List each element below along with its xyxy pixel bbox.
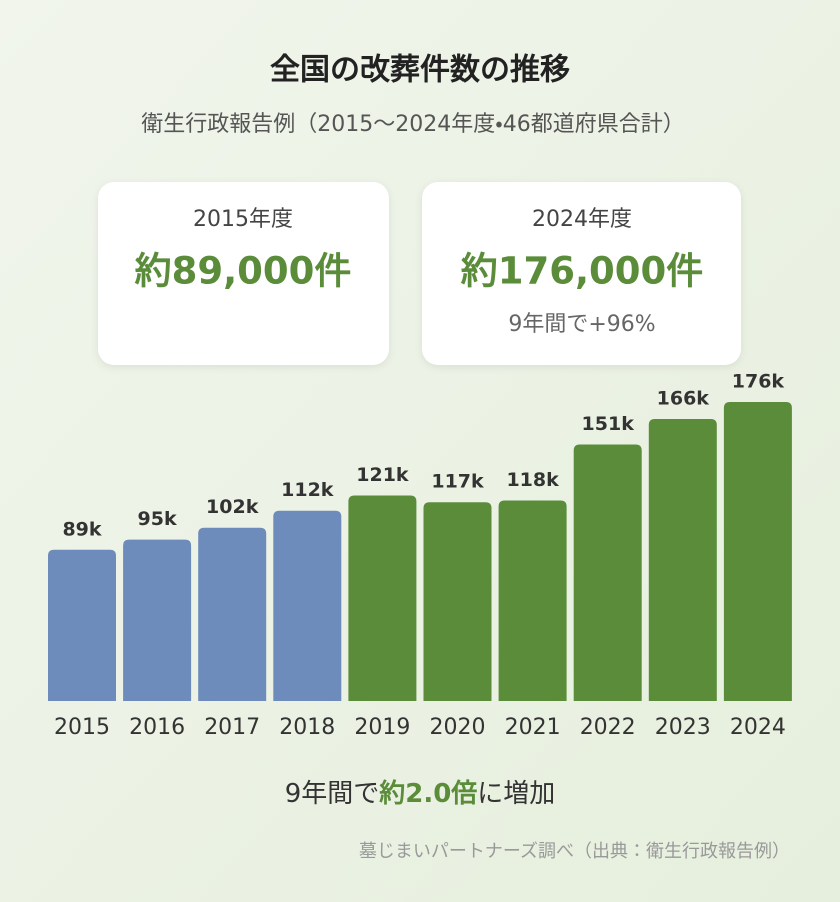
x-tick-label: 2015: [54, 715, 110, 740]
value-label: 118k: [506, 469, 559, 491]
value-label: 151k: [582, 413, 635, 435]
value-label: 89k: [62, 518, 101, 540]
summary-highlight: 約2.0倍: [378, 778, 477, 809]
value-label: 117k: [431, 471, 484, 493]
value-label: 166k: [657, 387, 710, 409]
summary: 9年間で約2.0倍に増加: [285, 778, 556, 809]
bar: [723, 402, 792, 701]
bar: [48, 549, 116, 701]
x-tick-label: 2023: [655, 715, 711, 740]
card: [422, 182, 741, 365]
bar: [198, 527, 267, 701]
bar: [348, 495, 417, 701]
bar: [498, 500, 567, 701]
x-tick-label: 2019: [354, 715, 410, 740]
card-value: 約89,000件: [135, 250, 352, 293]
bar: [423, 502, 492, 701]
x-tick-label: 2024: [730, 715, 786, 740]
x-tick-label: 2016: [129, 715, 185, 740]
chart-title: 全国の改葬件数の推移: [270, 53, 570, 88]
chart-subtitle: 衛生行政報告例（2015〜2024年度・46都道府県合計）: [141, 112, 684, 137]
card-label: 2024年度: [532, 207, 632, 232]
summary-text: に増加: [477, 779, 555, 809]
value-label: 95k: [138, 508, 177, 530]
x-tick-label: 2017: [204, 715, 260, 740]
x-tick-label: 2022: [580, 715, 636, 740]
card-value: 約176,000件: [461, 250, 704, 293]
bar: [123, 539, 192, 701]
value-label: 112k: [281, 479, 334, 501]
x-tick-label: 2020: [430, 715, 486, 740]
value-label: 121k: [356, 464, 409, 486]
card: [98, 182, 389, 365]
bar: [573, 444, 642, 701]
value-label: 102k: [206, 496, 259, 518]
bar: [273, 510, 342, 701]
summary-text: 9年間で: [285, 779, 380, 809]
card-note: 9年間で+96%: [508, 312, 655, 337]
card-label: 2015年度: [193, 207, 293, 232]
value-label: 176k: [732, 371, 785, 393]
x-tick-label: 2018: [279, 715, 335, 740]
x-tick-label: 2021: [505, 715, 561, 740]
source: 墓じまいパートナーズ調べ（出典：衛生行政報告例）: [359, 841, 790, 862]
plot-area: 89k 2015 95k 2016 102k 2017 112k 2018 121k 2019 11…: [48, 371, 792, 740]
bar: [648, 418, 717, 701]
